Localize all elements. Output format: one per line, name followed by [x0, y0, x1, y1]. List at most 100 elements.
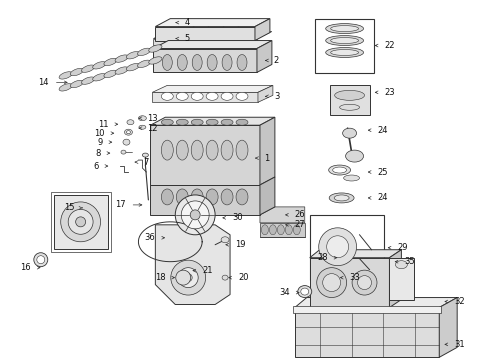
Ellipse shape	[221, 119, 233, 125]
Ellipse shape	[206, 92, 218, 100]
Ellipse shape	[323, 274, 341, 292]
Polygon shape	[310, 258, 390, 307]
Ellipse shape	[138, 48, 151, 55]
Polygon shape	[153, 39, 257, 45]
Ellipse shape	[181, 201, 209, 229]
Ellipse shape	[68, 210, 93, 234]
Ellipse shape	[175, 195, 215, 235]
Text: 14: 14	[38, 78, 49, 87]
Ellipse shape	[37, 256, 45, 264]
Ellipse shape	[221, 237, 229, 243]
Ellipse shape	[127, 120, 134, 125]
Ellipse shape	[221, 189, 233, 205]
Ellipse shape	[326, 48, 364, 58]
Ellipse shape	[340, 104, 360, 110]
Ellipse shape	[70, 68, 83, 76]
Polygon shape	[258, 85, 273, 102]
Text: 25: 25	[377, 167, 388, 176]
Polygon shape	[150, 117, 275, 125]
Ellipse shape	[331, 50, 359, 55]
Ellipse shape	[178, 268, 198, 288]
Text: 36: 36	[145, 233, 155, 242]
Ellipse shape	[126, 51, 140, 59]
Ellipse shape	[93, 62, 106, 69]
Text: 18: 18	[155, 273, 165, 282]
Text: 19: 19	[235, 240, 245, 249]
Text: 33: 33	[349, 273, 360, 282]
Polygon shape	[390, 258, 415, 300]
Ellipse shape	[104, 70, 117, 78]
Ellipse shape	[327, 236, 348, 258]
Ellipse shape	[301, 288, 309, 295]
Ellipse shape	[190, 210, 200, 220]
Ellipse shape	[298, 285, 312, 298]
Text: 6: 6	[93, 162, 98, 171]
Ellipse shape	[192, 54, 202, 71]
Text: 30: 30	[232, 213, 243, 222]
Text: 22: 22	[385, 41, 395, 50]
Text: 24: 24	[377, 193, 388, 202]
Text: 12: 12	[147, 124, 158, 133]
Polygon shape	[152, 85, 273, 92]
Polygon shape	[310, 250, 401, 258]
Ellipse shape	[236, 140, 248, 160]
Ellipse shape	[317, 268, 346, 298]
Ellipse shape	[93, 73, 106, 81]
Ellipse shape	[161, 119, 173, 125]
Text: 29: 29	[397, 243, 408, 252]
Ellipse shape	[191, 92, 203, 100]
Ellipse shape	[176, 119, 188, 125]
Text: 27: 27	[295, 220, 305, 229]
Polygon shape	[153, 32, 272, 39]
Ellipse shape	[191, 140, 203, 160]
Ellipse shape	[104, 58, 117, 66]
Ellipse shape	[294, 225, 300, 235]
Text: 5: 5	[184, 34, 190, 43]
Polygon shape	[153, 41, 272, 49]
Ellipse shape	[326, 36, 364, 45]
Text: 16: 16	[20, 263, 31, 272]
Text: 4: 4	[184, 18, 190, 27]
Ellipse shape	[143, 153, 148, 157]
Polygon shape	[310, 215, 385, 280]
Polygon shape	[257, 41, 272, 72]
Ellipse shape	[59, 72, 73, 79]
Polygon shape	[153, 49, 257, 72]
Ellipse shape	[329, 193, 354, 203]
Ellipse shape	[123, 139, 130, 145]
Text: 23: 23	[385, 88, 395, 97]
Ellipse shape	[138, 116, 147, 121]
Text: 17: 17	[115, 201, 125, 210]
Polygon shape	[155, 27, 255, 41]
Ellipse shape	[270, 225, 276, 235]
Ellipse shape	[176, 92, 188, 100]
Text: 20: 20	[238, 273, 248, 282]
Polygon shape	[330, 85, 369, 115]
Text: 3: 3	[274, 92, 279, 101]
Ellipse shape	[81, 65, 95, 72]
Ellipse shape	[124, 129, 132, 135]
Ellipse shape	[333, 167, 346, 173]
Text: 8: 8	[95, 149, 100, 158]
Ellipse shape	[149, 57, 162, 64]
Text: 10: 10	[94, 129, 104, 138]
Ellipse shape	[191, 119, 203, 125]
Ellipse shape	[334, 195, 349, 201]
Text: 28: 28	[317, 253, 328, 262]
Ellipse shape	[161, 189, 173, 205]
Ellipse shape	[207, 54, 217, 71]
Ellipse shape	[176, 270, 191, 285]
Ellipse shape	[237, 54, 247, 71]
Polygon shape	[150, 185, 260, 215]
Ellipse shape	[236, 119, 248, 125]
Polygon shape	[155, 19, 270, 27]
Polygon shape	[152, 92, 258, 102]
Ellipse shape	[115, 67, 128, 74]
Text: 7: 7	[144, 158, 149, 167]
Ellipse shape	[343, 175, 360, 181]
Ellipse shape	[149, 45, 162, 52]
Ellipse shape	[121, 150, 126, 154]
Ellipse shape	[331, 37, 359, 44]
Ellipse shape	[126, 63, 140, 71]
Ellipse shape	[126, 131, 130, 134]
